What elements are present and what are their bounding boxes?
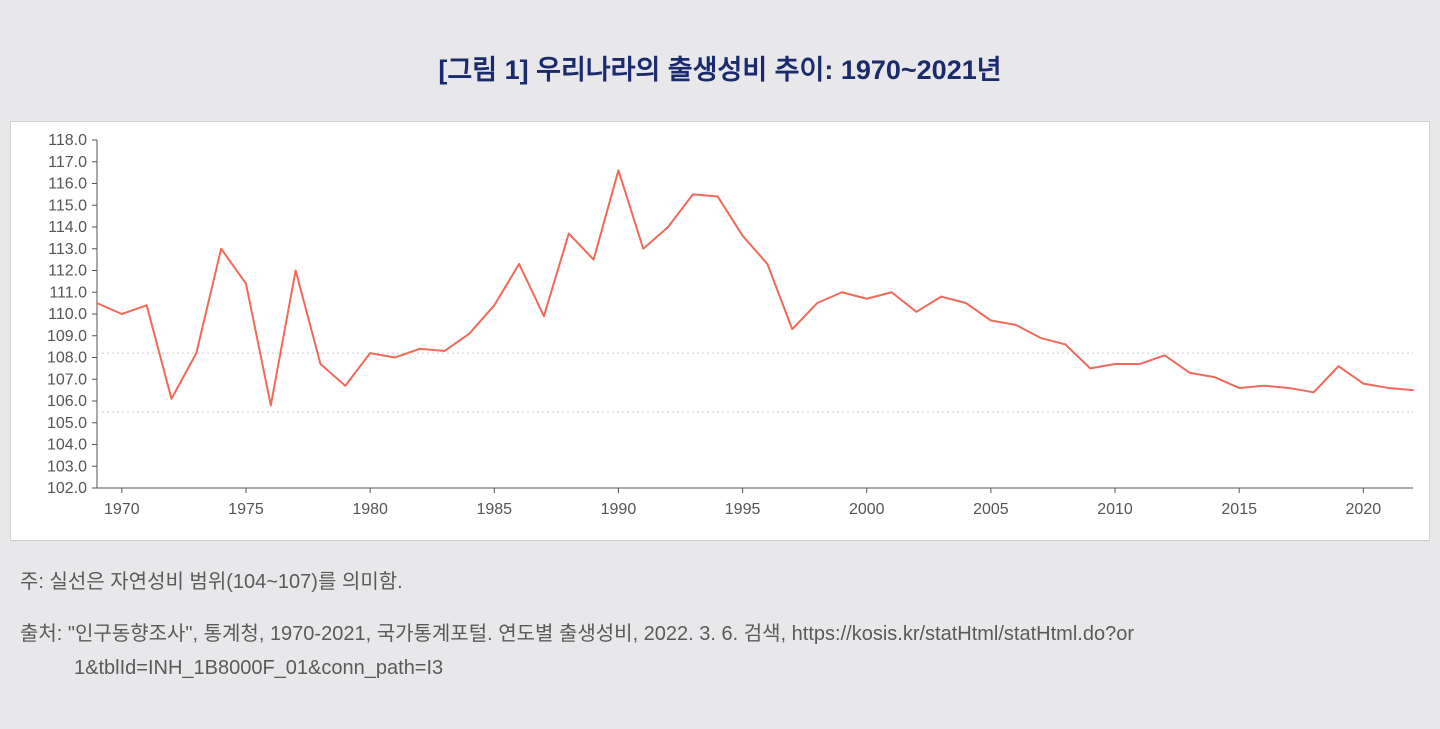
svg-text:1985: 1985 (476, 501, 512, 518)
svg-text:1990: 1990 (601, 501, 637, 518)
svg-text:103.0: 103.0 (47, 458, 87, 475)
chart-area: 102.0 103.0 104.0 105.0 106.0 107.0 108.0 109.0… (10, 121, 1430, 541)
line-chart-svg: 102.0 103.0 104.0 105.0 106.0 107.0 108.0 109.0… (11, 122, 1431, 542)
svg-text:2000: 2000 (849, 501, 885, 518)
svg-text:1995: 1995 (725, 501, 761, 518)
svg-text:105.0: 105.0 (47, 415, 87, 432)
svg-text:113.0: 113.0 (48, 241, 87, 258)
svg-text:115.0: 115.0 (48, 197, 87, 214)
svg-text:2015: 2015 (1221, 501, 1257, 518)
svg-text:1975: 1975 (228, 501, 264, 518)
svg-text:108.0: 108.0 (47, 350, 87, 367)
svg-text:1970: 1970 (104, 501, 140, 518)
source-text-2: 1&tblId=INH_1B8000F_01&conn_path=I3 (20, 651, 1420, 685)
svg-text:117.0: 117.0 (48, 154, 87, 171)
svg-text:2020: 2020 (1346, 501, 1382, 518)
note-text: 주: 실선은 자연성비 범위(104~107)를 의미함. (20, 565, 1420, 599)
svg-text:110.0: 110.0 (48, 306, 87, 323)
svg-text:104.0: 104.0 (47, 437, 87, 454)
svg-text:118.0: 118.0 (48, 132, 87, 149)
notes-block: 주: 실선은 자연성비 범위(104~107)를 의미함. 출처: "인구동향조… (10, 541, 1430, 685)
svg-text:111.0: 111.0 (49, 284, 87, 301)
svg-text:114.0: 114.0 (48, 219, 87, 236)
chart-title: [그림 1] 우리나라의 출생성비 추이: 1970~2021년 (10, 48, 1430, 87)
svg-text:2005: 2005 (973, 501, 1009, 518)
source-text-1: 출처: "인구동향조사", 통계청, 1970-2021, 국가통계포털. 연도… (20, 617, 1420, 651)
svg-text:112.0: 112.0 (48, 263, 87, 280)
svg-text:106.0: 106.0 (47, 393, 87, 410)
svg-text:102.0: 102.0 (47, 480, 87, 497)
svg-text:2010: 2010 (1097, 501, 1133, 518)
svg-text:107.0: 107.0 (47, 371, 87, 388)
svg-text:116.0: 116.0 (48, 176, 87, 193)
svg-text:1980: 1980 (352, 501, 388, 518)
svg-text:109.0: 109.0 (47, 328, 87, 345)
